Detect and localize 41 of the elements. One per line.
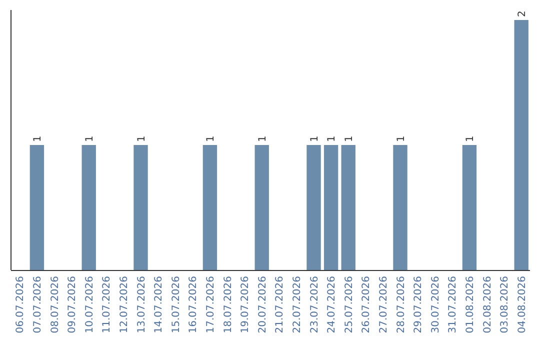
x-tick-label: 12.07.2026 xyxy=(118,276,130,334)
x-tick-label: 01.08.2026 xyxy=(464,276,476,334)
data-label: 1 xyxy=(257,136,268,142)
data-label: 1 xyxy=(464,136,476,142)
x-tick-label: 30.07.2026 xyxy=(430,276,442,334)
x-tick-label: 31.07.2026 xyxy=(448,276,459,334)
x-tick-label: 13.07.2026 xyxy=(136,276,148,334)
data-label: 1 xyxy=(396,136,407,142)
x-tick-label: 16.07.2026 xyxy=(188,276,200,334)
x-tick-label: 18.07.2026 xyxy=(222,276,234,334)
x-tick-label: 27.07.2026 xyxy=(378,276,390,334)
x-tick-label: 25.07.2026 xyxy=(344,276,355,334)
x-tick-label: 06.07.2026 xyxy=(15,276,26,334)
x-tick-label: 29.07.2026 xyxy=(413,276,424,334)
x-tick-label: 26.07.2026 xyxy=(361,276,372,334)
x-tick-label: 04.08.2026 xyxy=(516,276,528,334)
data-label: 1 xyxy=(32,136,44,142)
x-tick-label: 11.07.2026 xyxy=(102,276,113,334)
x-tick-label: 17.07.2026 xyxy=(205,276,216,334)
x-tick-label: 10.07.2026 xyxy=(84,276,96,334)
data-label: 1 xyxy=(84,136,96,142)
x-tick-label: 07.07.2026 xyxy=(32,276,44,334)
x-tick-label: 09.07.2026 xyxy=(67,276,78,334)
x-tick-label: 19.07.2026 xyxy=(240,276,252,334)
x-tick-label: 28.07.2026 xyxy=(396,276,407,334)
x-tick-label: 23.07.2026 xyxy=(309,276,320,334)
data-label: 1 xyxy=(309,136,320,142)
data-label: 1 xyxy=(205,136,216,142)
x-tick-label: 03.08.2026 xyxy=(500,276,511,334)
x-tick-label: 21.07.2026 xyxy=(274,276,286,334)
data-label: 1 xyxy=(344,136,355,142)
data-label: 2 xyxy=(516,10,528,17)
x-tick-label: 15.07.2026 xyxy=(170,276,182,334)
x-tick-label: 02.08.2026 xyxy=(482,276,494,334)
data-label: 1 xyxy=(326,136,338,142)
x-tick-label: 24.07.2026 xyxy=(326,276,338,334)
x-tick-label: 20.07.2026 xyxy=(257,276,268,334)
x-tick-label: 14.07.2026 xyxy=(154,276,165,334)
x-tick-label: 08.07.2026 xyxy=(50,276,61,334)
data-label: 1 xyxy=(136,136,148,142)
x-tick-label: 22.07.2026 xyxy=(292,276,303,334)
